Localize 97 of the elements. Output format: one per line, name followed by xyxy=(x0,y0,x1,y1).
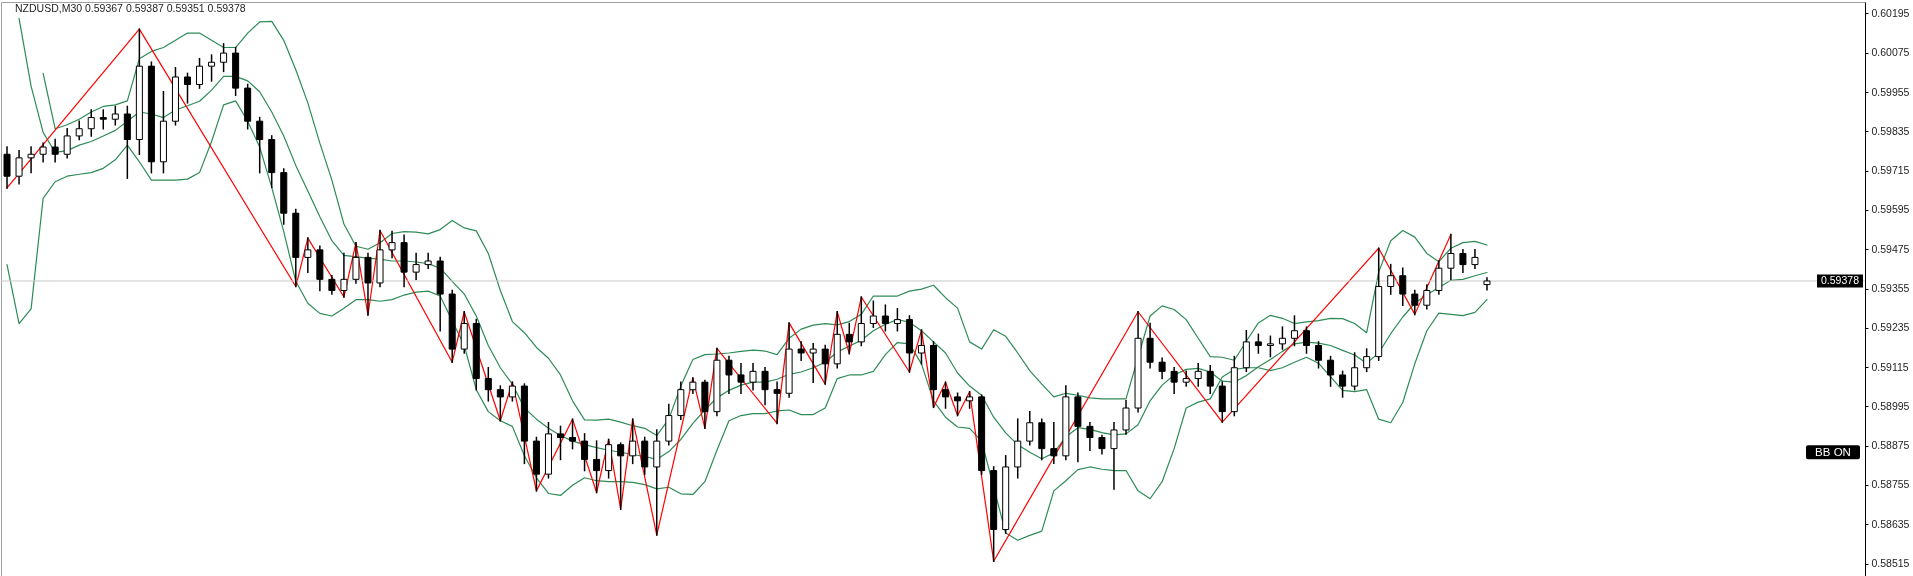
text: BB ON xyxy=(1815,445,1851,458)
candlestick xyxy=(1170,367,1178,395)
candlestick xyxy=(412,252,420,281)
candlestick xyxy=(737,363,745,395)
candlestick xyxy=(63,127,71,159)
candlestick xyxy=(340,252,348,298)
candlestick xyxy=(87,109,95,137)
y-tick-label: 0.59595 xyxy=(1871,203,1910,216)
y-tick-label: 0.59355 xyxy=(1871,282,1910,295)
candlestick xyxy=(352,241,360,284)
candlestick xyxy=(1146,322,1154,369)
candlestick xyxy=(75,120,83,141)
y-tick-label: 0.59955 xyxy=(1871,85,1910,98)
y-tick-label: 0.59715 xyxy=(1871,164,1910,177)
candlestick xyxy=(1423,284,1431,310)
candlestick xyxy=(1339,370,1347,398)
candlestick xyxy=(1435,260,1443,295)
candlestick xyxy=(1459,249,1467,273)
candlestick xyxy=(797,341,805,361)
candlestick xyxy=(556,425,565,461)
candlestick xyxy=(99,109,107,130)
candlestick xyxy=(761,367,769,406)
candlestick xyxy=(424,252,432,269)
candlestick xyxy=(1447,233,1455,281)
candlestick xyxy=(1206,365,1214,395)
candlestick xyxy=(1086,422,1094,452)
candlestick xyxy=(183,72,192,104)
y-tick-label: 0.59835 xyxy=(1871,124,1910,137)
candlestick xyxy=(1363,348,1371,373)
candlestick xyxy=(3,146,11,189)
y-tick-label: 0.58515 xyxy=(1871,557,1910,570)
candlestick xyxy=(39,142,47,163)
y-tick-label: 0.59235 xyxy=(1871,321,1910,334)
candlestick xyxy=(1290,315,1298,347)
candlestick xyxy=(881,304,889,332)
y-tick-label: 0.59115 xyxy=(1871,360,1909,373)
candlestick xyxy=(749,363,757,391)
candlestick xyxy=(593,440,601,494)
candlestick xyxy=(1122,400,1130,435)
candlestick xyxy=(388,230,396,259)
candlestick xyxy=(857,296,865,347)
candlestick xyxy=(581,433,589,472)
candlestick xyxy=(725,355,733,395)
candlestick xyxy=(220,43,228,73)
candlestick xyxy=(1351,352,1359,391)
candlestick xyxy=(869,300,877,328)
ref-line-label: 0.59378 xyxy=(1821,273,1860,286)
candlestick xyxy=(496,385,504,422)
candlestick xyxy=(1110,422,1118,490)
candlestick xyxy=(1026,410,1034,446)
candlestick xyxy=(1315,341,1323,369)
candlestick xyxy=(821,344,829,385)
y-tick-label: 0.59475 xyxy=(1871,242,1910,255)
y-tick-label: 0.58635 xyxy=(1871,517,1910,530)
line-series xyxy=(6,28,1452,562)
candlestick xyxy=(617,442,625,510)
candlestick xyxy=(484,367,492,402)
chart-title: NZDUSD,M30 0.59367 0.59387 0.59351 0.59378 xyxy=(15,2,246,14)
candlestick xyxy=(304,237,312,273)
candlestick xyxy=(809,343,817,383)
candlestick xyxy=(1098,434,1106,455)
candlestick xyxy=(1158,357,1166,380)
y-tick-label: 0.58755 xyxy=(1871,478,1910,491)
candlestick xyxy=(1387,263,1395,295)
y-tick-label: 0.60195 xyxy=(1871,6,1910,19)
candlestick xyxy=(51,138,59,163)
candlestick xyxy=(893,308,901,332)
candlestick xyxy=(569,418,577,450)
candlestick xyxy=(629,418,637,465)
candlestick xyxy=(1471,249,1479,269)
y-tick-label: 0.58995 xyxy=(1871,399,1910,412)
candlestick xyxy=(208,54,216,82)
candlestick xyxy=(15,149,23,185)
candlestick xyxy=(773,381,781,425)
candlestick xyxy=(256,116,264,174)
candlestick xyxy=(845,322,853,355)
candlestick xyxy=(111,105,119,126)
candlestick xyxy=(1254,333,1262,354)
candlestick xyxy=(1327,355,1335,387)
y-tick-label: 0.58875 xyxy=(1871,439,1910,452)
candlestick xyxy=(196,57,204,89)
candlestick xyxy=(328,274,336,295)
candlestick xyxy=(1399,267,1407,306)
candlestick xyxy=(1266,335,1274,358)
candlestick xyxy=(1278,326,1286,350)
candlestick xyxy=(954,392,962,417)
candlestick xyxy=(508,381,516,402)
candlestick xyxy=(1050,422,1058,465)
y-tick-label: 0.60075 xyxy=(1871,46,1910,59)
candlestick xyxy=(1194,363,1202,387)
candlestick xyxy=(27,146,35,174)
candlestick xyxy=(1182,370,1190,387)
candlestick xyxy=(917,329,925,365)
candlestick xyxy=(1302,326,1311,354)
candlestick xyxy=(942,381,950,409)
candlestick xyxy=(1411,289,1419,316)
candlestick xyxy=(1483,277,1491,291)
